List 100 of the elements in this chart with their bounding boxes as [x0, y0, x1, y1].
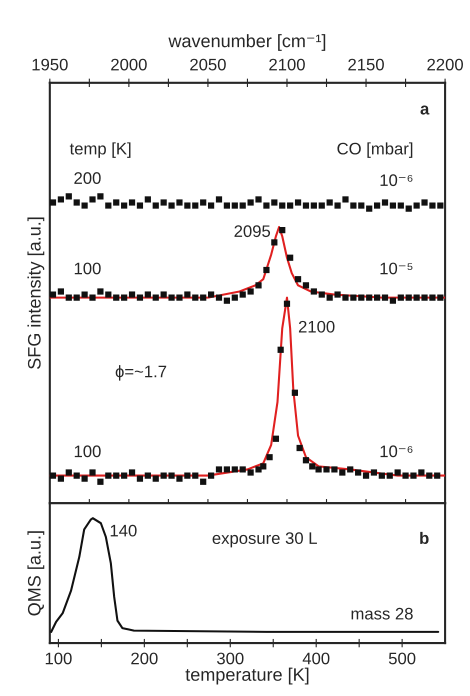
annotation: mass 28	[352, 608, 413, 620]
point	[176, 476, 183, 482]
point	[200, 294, 206, 301]
point	[294, 276, 302, 282]
point	[434, 472, 440, 479]
point	[121, 472, 128, 479]
point	[58, 476, 64, 482]
point	[136, 294, 144, 301]
point	[331, 466, 338, 473]
point	[89, 469, 96, 476]
annotation: ϕ=~1.7	[116, 365, 166, 381]
point	[255, 282, 262, 288]
point	[398, 202, 404, 209]
point	[302, 202, 310, 209]
point	[406, 294, 412, 301]
point	[386, 472, 393, 479]
point	[50, 291, 56, 298]
point	[271, 199, 278, 206]
point	[302, 457, 310, 464]
point	[350, 202, 356, 209]
annotation: 100	[74, 445, 101, 458]
point	[414, 294, 420, 301]
point	[216, 294, 222, 301]
point	[232, 466, 238, 473]
point	[168, 472, 175, 479]
point	[58, 288, 64, 295]
point	[128, 469, 136, 476]
point	[296, 444, 303, 452]
point	[310, 202, 317, 209]
point	[390, 298, 396, 304]
x-tick-label: 200	[131, 652, 158, 664]
point	[232, 202, 238, 209]
point	[326, 294, 333, 301]
point	[50, 199, 56, 206]
point	[82, 202, 88, 209]
point	[97, 193, 104, 200]
point	[284, 300, 290, 307]
annotation: 10⁻⁶	[380, 445, 412, 458]
x-tick-label: 2200	[427, 58, 463, 70]
point	[421, 294, 428, 301]
point	[394, 469, 401, 476]
point	[410, 472, 417, 479]
point	[152, 294, 159, 301]
point	[437, 294, 444, 301]
annotation: 140	[110, 524, 137, 537]
point	[326, 199, 333, 206]
point	[342, 196, 349, 203]
point	[208, 202, 214, 209]
annotation: 10⁻⁵	[380, 262, 412, 274]
point	[378, 472, 385, 479]
point	[144, 472, 151, 479]
text: temp [K]	[70, 142, 130, 158]
point	[97, 288, 104, 295]
annotation: b	[420, 532, 429, 544]
x-tick-label: 2100	[269, 58, 305, 70]
point	[184, 291, 190, 298]
point	[105, 202, 112, 209]
point	[89, 196, 96, 203]
point	[347, 466, 354, 473]
annotation: 100	[74, 262, 101, 274]
point	[58, 196, 64, 203]
point	[128, 199, 136, 206]
point	[184, 202, 190, 209]
point	[355, 469, 362, 476]
point	[362, 472, 370, 479]
x-axis-title: wavenumber [cm⁻¹]	[168, 34, 326, 51]
point	[318, 202, 325, 209]
point	[82, 476, 88, 482]
point	[414, 202, 420, 209]
point	[278, 346, 284, 353]
point	[240, 202, 246, 209]
point	[310, 288, 317, 295]
point	[152, 476, 159, 482]
point	[121, 202, 128, 209]
point	[192, 472, 198, 479]
point	[89, 294, 96, 301]
point	[66, 469, 72, 476]
annotation: 2100	[298, 320, 335, 333]
point	[260, 463, 266, 470]
point	[160, 472, 167, 479]
point	[216, 196, 222, 203]
x-tick-label: 300	[217, 652, 244, 664]
x-axis-title: temperature [K]	[186, 668, 308, 684]
point	[334, 291, 341, 298]
point	[224, 466, 230, 473]
point	[224, 202, 230, 209]
point	[318, 291, 325, 298]
text: 200	[74, 172, 101, 184]
point	[358, 294, 364, 301]
point	[429, 202, 436, 209]
point	[176, 294, 183, 301]
x-tick-label: 2150	[348, 58, 384, 70]
point	[232, 294, 238, 301]
point	[255, 196, 262, 203]
point	[74, 199, 80, 206]
point	[113, 199, 120, 206]
point	[248, 288, 254, 295]
point	[370, 469, 378, 476]
point	[398, 294, 404, 301]
point	[287, 254, 294, 261]
